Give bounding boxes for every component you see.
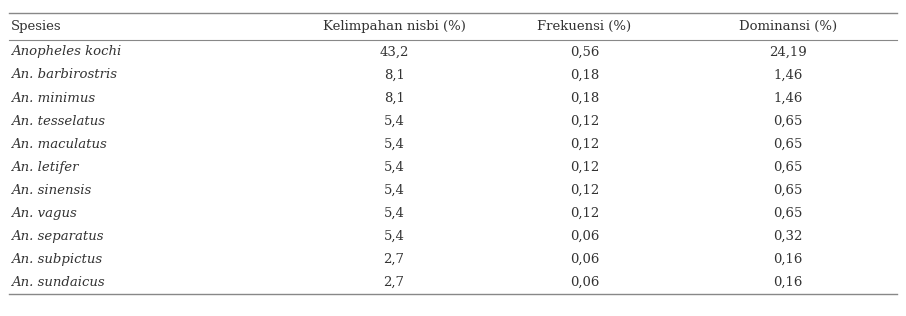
Text: Kelimpahan nisbi (%): Kelimpahan nisbi (%) (323, 20, 466, 33)
Text: 8,1: 8,1 (383, 92, 405, 105)
Text: 5,4: 5,4 (383, 230, 405, 243)
Text: 0,16: 0,16 (774, 276, 803, 289)
Text: 0,65: 0,65 (774, 161, 803, 174)
Text: 8,1: 8,1 (383, 69, 405, 82)
Text: 0,12: 0,12 (570, 115, 599, 128)
Text: 0,18: 0,18 (570, 92, 599, 105)
Text: 0,06: 0,06 (570, 276, 599, 289)
Text: Dominansi (%): Dominansi (%) (739, 20, 837, 33)
Text: 5,4: 5,4 (383, 184, 405, 197)
Text: An. sinensis: An. sinensis (11, 184, 92, 197)
Text: 0,65: 0,65 (774, 184, 803, 197)
Text: 0,18: 0,18 (570, 69, 599, 82)
Text: An. sundaicus: An. sundaicus (11, 276, 104, 289)
Text: 0,06: 0,06 (570, 253, 599, 266)
Text: 0,65: 0,65 (774, 115, 803, 128)
Text: 5,4: 5,4 (383, 138, 405, 151)
Text: Spesies: Spesies (11, 20, 62, 33)
Text: An. maculatus: An. maculatus (11, 138, 107, 151)
Text: An. vagus: An. vagus (11, 207, 77, 220)
Text: 0,12: 0,12 (570, 161, 599, 174)
Text: 2,7: 2,7 (383, 276, 405, 289)
Text: 0,16: 0,16 (774, 253, 803, 266)
Text: 5,4: 5,4 (383, 207, 405, 220)
Text: 1,46: 1,46 (774, 69, 803, 82)
Text: 43,2: 43,2 (380, 46, 409, 58)
Text: An. subpictus: An. subpictus (11, 253, 102, 266)
Text: Anopheles kochi: Anopheles kochi (11, 46, 121, 58)
Text: 1,46: 1,46 (774, 92, 803, 105)
Text: An. tesselatus: An. tesselatus (11, 115, 105, 128)
Text: 5,4: 5,4 (383, 115, 405, 128)
Text: 0,65: 0,65 (774, 138, 803, 151)
Text: Frekuensi (%): Frekuensi (%) (537, 20, 631, 33)
Text: 0,12: 0,12 (570, 207, 599, 220)
Text: 0,32: 0,32 (774, 230, 803, 243)
Text: 24,19: 24,19 (769, 46, 807, 58)
Text: 0,56: 0,56 (570, 46, 599, 58)
Text: An. separatus: An. separatus (11, 230, 103, 243)
Text: 0,06: 0,06 (570, 230, 599, 243)
Text: 2,7: 2,7 (383, 253, 405, 266)
Text: 0,65: 0,65 (774, 207, 803, 220)
Text: 0,12: 0,12 (570, 138, 599, 151)
Text: 0,12: 0,12 (570, 184, 599, 197)
Text: 5,4: 5,4 (383, 161, 405, 174)
Text: An. letifer: An. letifer (11, 161, 79, 174)
Text: An. minimus: An. minimus (11, 92, 95, 105)
Text: An. barbirostris: An. barbirostris (11, 69, 117, 82)
